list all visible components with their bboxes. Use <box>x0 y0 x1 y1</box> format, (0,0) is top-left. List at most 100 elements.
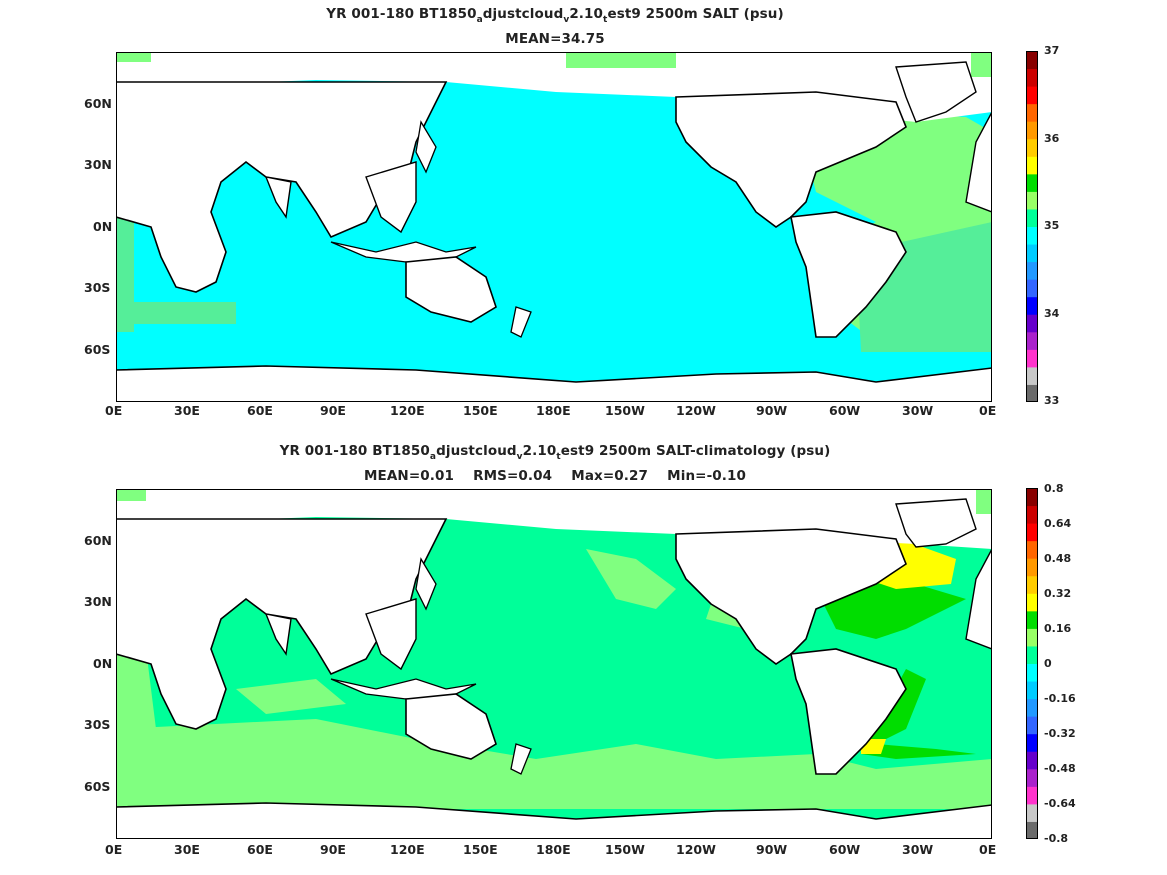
cbar1-label: 34 <box>1044 307 1060 320</box>
colorbar-swatch <box>1026 156 1038 175</box>
colorbar-swatch <box>1026 645 1038 664</box>
panel1-eurasia-africa <box>116 81 448 293</box>
panel1-ytick-60n: 60N <box>84 96 112 111</box>
cbar2-label: 0.48 <box>1044 552 1072 565</box>
cbar2-label: -0.48 <box>1044 762 1076 775</box>
panel1-ytick-30n: 30N <box>84 157 112 172</box>
colorbar-swatch <box>1026 821 1038 839</box>
panel2-greenland <box>895 498 977 548</box>
panel2-frame <box>116 489 992 839</box>
colorbar-swatch <box>1026 173 1038 192</box>
colorbar-swatch <box>1026 523 1038 542</box>
colorbar-swatch <box>1026 610 1038 629</box>
panel1-xtick: 30E <box>174 403 200 418</box>
cbar2-label: -0.32 <box>1044 727 1076 740</box>
panel2-ytick-0n: 0N <box>93 656 113 671</box>
colorbar-swatch <box>1026 716 1038 735</box>
colorbar-swatch <box>1026 803 1038 822</box>
panel2-eurasia-africa <box>116 518 448 730</box>
panel2-india <box>264 613 292 656</box>
cbar1-label: 37 <box>1044 44 1060 57</box>
panel1-xtick: 60E <box>247 403 273 418</box>
panel2-xtick: 150W <box>605 842 645 857</box>
panel1-xtick: 120E <box>390 403 425 418</box>
colorbar-swatch <box>1026 768 1038 787</box>
panel2-japan <box>415 557 437 611</box>
cbar1-label: 36 <box>1044 132 1060 145</box>
panel2-xtick: 180E <box>536 842 571 857</box>
colorbar-swatch <box>1026 698 1038 717</box>
panel1-colorbar <box>1026 51 1038 402</box>
panel2-arctic-band <box>116 489 146 501</box>
panel1-xtick: 180E <box>536 403 571 418</box>
colorbar-swatch <box>1026 575 1038 594</box>
colorbar-swatch <box>1026 314 1038 333</box>
colorbar-swatch <box>1026 384 1038 402</box>
panel2-southeast-asia <box>365 598 417 671</box>
panel2-ytick-60n: 60N <box>84 533 112 548</box>
panel2-southern-ocean-patch <box>116 719 992 809</box>
panel1-stats: MEAN=34.75 <box>505 31 605 47</box>
colorbar-swatch <box>1026 121 1038 140</box>
panel2-title: YR 001-180 BT1850adjustcloudv2.10test9 2… <box>279 443 831 462</box>
panel2-indonesia <box>330 678 477 700</box>
panel2-xtick: 90W <box>756 842 788 857</box>
colorbar-swatch <box>1026 103 1038 122</box>
panel2-indian-patch <box>236 679 346 714</box>
panel2-stats: MEAN=0.01 RMS=0.04 Max=0.27 Min=-0.10 <box>364 468 746 484</box>
cbar1-label: 33 <box>1044 394 1060 407</box>
panel1-xtick: 150W <box>605 403 645 418</box>
colorbar-swatch <box>1026 540 1038 559</box>
colorbar-swatch <box>1026 558 1038 577</box>
cbar2-label: 0 <box>1044 657 1052 670</box>
colorbar-swatch <box>1026 628 1038 647</box>
cbar2-label: 0.16 <box>1044 622 1072 635</box>
colorbar-swatch <box>1026 349 1038 368</box>
panel2-pacific-patch-1 <box>586 549 676 609</box>
panel1-new-zealand <box>510 306 532 338</box>
panel2-south-america <box>790 648 907 775</box>
colorbar-swatch <box>1026 68 1038 87</box>
panel2-xtick: 0E <box>979 842 997 857</box>
panel1-australia <box>405 256 497 323</box>
colorbar-swatch <box>1026 279 1038 298</box>
colorbar-swatch <box>1026 191 1038 210</box>
colorbar-swatch <box>1026 366 1038 385</box>
panel1-africa-east-edge <box>965 111 992 213</box>
panel2-ytick-30n: 30N <box>84 594 112 609</box>
panel2-new-zealand <box>510 743 532 775</box>
panel2-xtick: 60W <box>829 842 861 857</box>
panel1-indian-west-strip <box>116 302 236 324</box>
panel1-southeast-asia <box>365 161 417 234</box>
panel2-africa-east-edge <box>965 548 992 650</box>
colorbar-frame <box>1026 488 1038 839</box>
colorbar-swatch <box>1026 208 1038 227</box>
panel1-west-edge <box>116 212 134 332</box>
colorbar-swatch <box>1026 296 1038 315</box>
colorbar-frame <box>1026 51 1038 402</box>
panel1-india <box>264 176 292 219</box>
colorbar-swatch <box>1026 51 1038 70</box>
cbar2-label: 0.32 <box>1044 587 1072 600</box>
panel2-south-atlantic-positive <box>861 669 976 759</box>
colorbar-swatch <box>1026 86 1038 105</box>
colorbar-swatch <box>1026 593 1038 612</box>
panel1-japan <box>415 120 437 174</box>
colorbar-swatch <box>1026 261 1038 280</box>
panel1-arctic-band <box>566 52 676 68</box>
panel2-xtick: 60E <box>247 842 273 857</box>
colorbar-swatch <box>1026 226 1038 245</box>
panel2-xtick: 120E <box>390 842 425 857</box>
panel2-arctic-band-2 <box>976 489 992 514</box>
panel1-arctic-band-3 <box>971 52 992 77</box>
colorbar-swatch <box>1026 488 1038 507</box>
panel2-australia <box>405 693 497 760</box>
panel2-xtick: 150E <box>463 842 498 857</box>
panel1-xtick: 90W <box>756 403 788 418</box>
colorbar-swatch <box>1026 751 1038 770</box>
cbar2-label: 0.64 <box>1044 517 1072 530</box>
cbar2-label: -0.8 <box>1044 832 1069 845</box>
colorbar-swatch <box>1026 138 1038 157</box>
panel2-xtick: 90E <box>320 842 346 857</box>
colorbar-swatch <box>1026 331 1038 350</box>
